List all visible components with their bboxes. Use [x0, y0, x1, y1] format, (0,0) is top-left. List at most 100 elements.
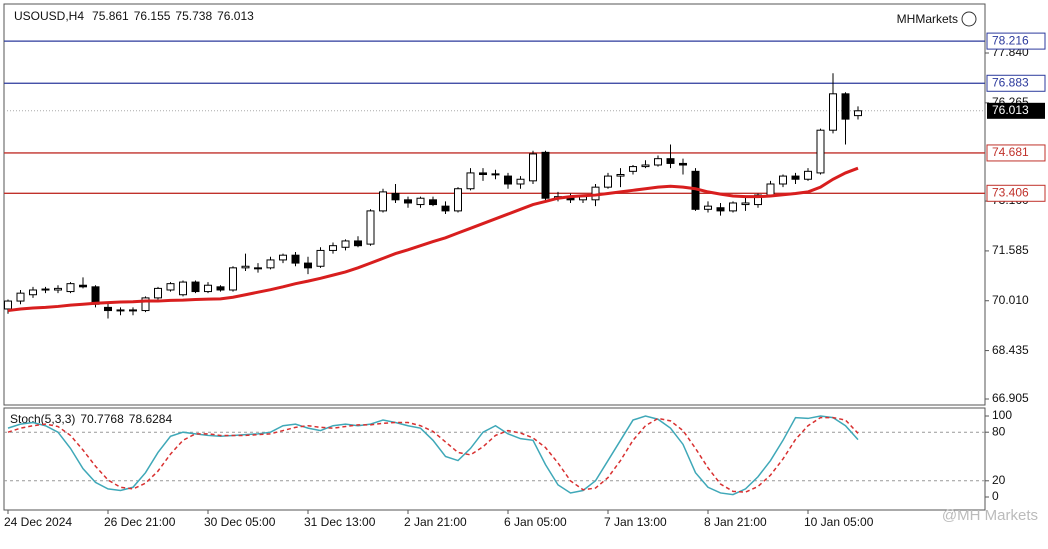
level-label-box — [986, 184, 1046, 202]
level-label: 74.681 — [992, 145, 1029, 159]
level-label: 76.883 — [992, 75, 1029, 89]
candle-body — [279, 254, 287, 261]
candle-body — [354, 240, 362, 247]
ohlc-high: 76.155 — [134, 9, 171, 23]
stoch-k: 70.7768 — [80, 412, 124, 426]
candle-body — [779, 175, 787, 185]
candle-body — [679, 162, 687, 166]
stoch-d: 78.6284 — [129, 412, 173, 426]
y-tick-label: 80 — [992, 424, 1006, 438]
candle-body — [791, 175, 800, 180]
x-tick-label: 24 Dec 2024 — [4, 515, 72, 529]
candle-body — [129, 309, 137, 312]
candle-body — [541, 151, 550, 199]
candle-body — [241, 265, 250, 269]
candle-body — [604, 175, 612, 188]
candle-body — [466, 172, 475, 190]
candle-body — [79, 284, 87, 288]
candle-body — [854, 110, 862, 117]
candle-body — [741, 202, 750, 206]
candle-body — [179, 281, 187, 296]
y-tick-label: 20 — [992, 473, 1006, 487]
candle-body — [829, 93, 837, 131]
candle-body — [391, 192, 400, 201]
x-tick-label: 6 Jan 05:00 — [504, 515, 567, 529]
current-price-box — [987, 102, 1045, 119]
y-tick-label: 70.010 — [992, 293, 1029, 307]
candle-body — [516, 178, 525, 185]
candle-body — [529, 153, 537, 182]
x-tick-label: 26 Dec 21:00 — [104, 515, 176, 529]
level-label: 78.216 — [992, 33, 1029, 47]
candle-body — [216, 286, 225, 291]
candle-body — [341, 240, 350, 248]
ohlc-low: 75.738 — [175, 9, 212, 23]
brand: MHMarkets — [897, 12, 958, 26]
candle-body — [329, 245, 337, 251]
candle-body — [91, 286, 100, 305]
candle-body — [141, 297, 150, 312]
x-tick-label: 2 Jan 21:00 — [404, 515, 467, 529]
level-label: 73.406 — [992, 185, 1029, 199]
y-tick-label: 66.905 — [992, 391, 1029, 405]
candle-body — [366, 210, 375, 245]
candle-body — [204, 284, 212, 293]
x-tick-label: 8 Jan 21:00 — [704, 515, 767, 529]
candle-body — [29, 289, 37, 296]
candle-body — [41, 288, 50, 291]
candle-body — [816, 129, 825, 174]
y-tick-label: 100 — [992, 408, 1012, 422]
candle-body — [504, 175, 512, 185]
candle-body — [316, 249, 325, 267]
candle-body — [454, 188, 462, 212]
candle-body — [729, 202, 737, 212]
stoch-panel — [3, 407, 986, 511]
x-tick-label: 30 Dec 05:00 — [204, 515, 276, 529]
candle-body — [654, 158, 662, 166]
stoch-line — [7, 415, 859, 496]
candle-body — [291, 254, 300, 264]
chart-title: USOUSD,H4 — [14, 9, 84, 23]
candle-body — [54, 287, 62, 291]
candle-body — [104, 306, 112, 312]
brand-icon — [961, 11, 977, 27]
current-price-label: 76.013 — [992, 103, 1029, 117]
candle-body — [479, 172, 487, 175]
candle-body — [429, 199, 437, 206]
price-header: USOUSD,H4 75.861 76.155 75.738 76.013 — [14, 9, 254, 23]
level-label-box — [986, 144, 1046, 162]
candle-body — [716, 207, 725, 212]
candle-body — [666, 158, 675, 164]
y-tick-label: 71.585 — [992, 243, 1029, 257]
candle-body — [116, 309, 125, 312]
y-tick-label: 68.435 — [992, 343, 1029, 357]
ohlc-close: 76.013 — [217, 9, 254, 23]
candle-body — [191, 281, 200, 293]
stoch-line — [7, 416, 859, 493]
candle-body — [766, 183, 775, 196]
candle-body — [304, 262, 312, 269]
candle-body — [404, 199, 412, 204]
candle-body — [804, 170, 812, 180]
price-panel — [3, 3, 986, 406]
y-tick-label: 0 — [992, 489, 999, 503]
level-label-box — [986, 74, 1046, 92]
candle-body — [16, 292, 25, 302]
candle-body — [416, 197, 425, 206]
candle-body — [841, 93, 850, 120]
candle-body — [266, 259, 275, 269]
candle-body — [379, 191, 387, 212]
candle-body — [641, 164, 650, 168]
candle-body — [154, 287, 162, 299]
candle-body — [254, 267, 262, 270]
candle-body — [754, 194, 762, 206]
x-tick-label: 10 Jan 05:00 — [804, 515, 874, 529]
candle-body — [166, 283, 175, 291]
stoch-header: Stoch(5,3,3) 70.7768 78.6284 — [10, 412, 172, 426]
candle-body — [66, 283, 75, 293]
watermark: @MH Markets — [942, 507, 1038, 524]
candle-body — [4, 300, 12, 310]
candle-body — [629, 166, 637, 172]
x-tick-label: 31 Dec 13:00 — [304, 515, 376, 529]
